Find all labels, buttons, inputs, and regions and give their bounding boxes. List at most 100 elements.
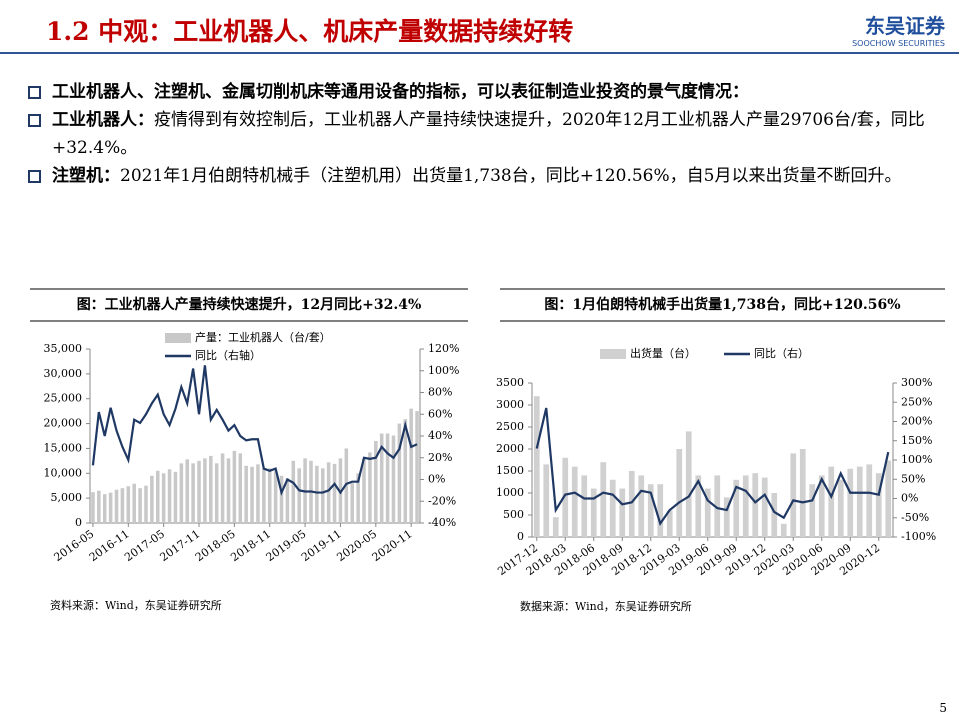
bar [790,453,797,537]
bullet-text: 疫情得到有效控制后，工业机器人产量持续快速提升，2020年12月工业机器人产量2… [52,110,925,158]
y2-tick-label: 200% [901,415,932,428]
bar [809,484,816,537]
bar [415,411,419,523]
bar [704,488,711,537]
line-series [535,407,890,526]
chart-source: 资料来源：Wind，东吴证券研究所 [50,598,222,612]
bar [837,479,844,537]
y2-tick-label: 150% [901,434,932,447]
slide-title: 1.2 中观：工业机器人、机床产量数据持续好转 [46,17,574,46]
y-tick-label: 35,000 [44,342,83,355]
bar [799,449,806,537]
legend-swatch [165,333,191,343]
y-tick-label: 0 [517,530,524,543]
bar [403,419,408,523]
bar [356,473,360,523]
bar [856,466,863,537]
bar [368,452,372,523]
y2-tick-label: 40% [428,429,452,442]
bar [220,453,225,523]
logo-en: SOOCHOW SECURITIES [852,39,945,48]
y2-tick-label: 80% [428,386,452,399]
bar [761,477,768,537]
bar [379,433,384,523]
bar [409,408,413,523]
chart-title: 图：工业机器人产量持续快速提升，12月同比+32.4% [77,296,422,313]
legend-label: 产量：工业机器人（台/套） [195,330,331,344]
bar [102,494,107,523]
bullet: 工业机器人：疫情得到有效控制后，工业机器人产量持续快速提升，2020年12月工业… [26,106,926,162]
y-tick-label: 30,000 [44,367,83,380]
bar [267,468,272,523]
bar [780,523,787,537]
bar [666,510,673,537]
bar [742,475,749,537]
bar [628,471,635,537]
y-tick-label: 2000 [496,442,524,455]
bar [533,396,540,537]
y-tick-label: 20,000 [44,417,83,430]
bar [374,440,378,523]
y-tick-label: 25,000 [44,392,83,405]
y-tick-label: 10,000 [44,466,83,479]
bar [209,455,213,523]
title-rule [0,52,959,54]
y2-tick-label: 20% [428,451,452,464]
bar [161,473,166,523]
bar [552,517,559,537]
bar [191,463,195,523]
page-number: 5 [939,701,947,715]
y2-tick-label: -20% [428,494,456,507]
bar [315,465,319,523]
y2-tick-label: -100% [901,530,936,543]
bullet-lead: 工业机器人： [52,110,154,130]
bar [179,463,184,523]
y2-tick-label: 250% [901,395,932,408]
bar [771,493,778,537]
bar [391,435,396,523]
bar [238,453,243,523]
y2-tick-label: -50% [901,511,929,524]
bar [581,475,588,537]
bar [397,423,402,523]
x-tick-label: 2020-11 [370,527,415,564]
bar [571,466,578,537]
bar [752,473,759,537]
bullet-lead: 工业机器人、注塑机、金属切削机床等通用设备的指标，可以表征制造业投资的景气度情况… [52,82,749,102]
bar [156,470,160,523]
bar [590,488,597,537]
chart-title: 图：1月伯朗特机械手出货量1,738台，同比+120.56% [544,296,900,313]
bullet: 注塑机：2021年1月伯朗特机械手（注塑机用）出货量1,738台，同比+120.… [26,162,926,190]
y2-tick-label: 300% [901,376,932,389]
bar [647,484,654,537]
bar [108,492,113,523]
bullet: 工业机器人、注塑机、金属切削机床等通用设备的指标，可以表征制造业投资的景气度情况… [26,78,926,106]
bullet-lead: 注塑机： [52,166,120,186]
bar [847,468,854,537]
bar [167,469,172,523]
bar [600,462,607,537]
y2-tick-label: 120% [428,342,459,355]
bar [91,492,95,523]
bar [120,488,125,523]
legend-label: 同比（右轴） [195,348,261,362]
legend-label: 出货量（台） [630,346,696,360]
y-tick-label: 5,000 [51,491,83,504]
y2-tick-label: 60% [428,407,452,420]
bar [232,450,237,523]
bar [203,458,207,523]
legend-label: 同比（右） [754,346,809,360]
bullets: 工业机器人、注塑机、金属切削机床等通用设备的指标，可以表征制造业投资的景气度情况… [26,78,926,190]
bar [657,484,664,537]
bar [138,488,142,523]
logo-cn: 东吴证券 [865,14,945,38]
bar [562,457,569,537]
bar [885,460,892,537]
bar [543,464,550,537]
bar [250,466,254,523]
bar [256,464,260,523]
y2-tick-label: 100% [901,453,932,466]
bar [723,497,730,537]
